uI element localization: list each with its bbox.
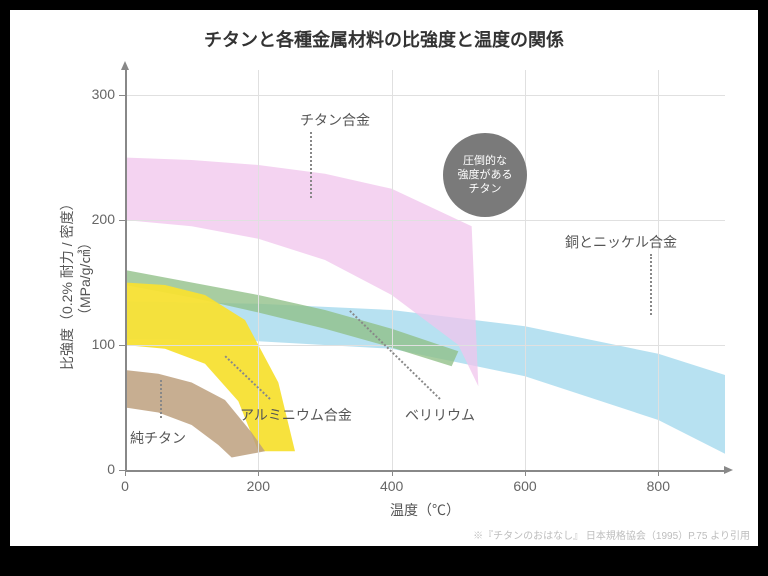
- x-axis: [125, 470, 725, 472]
- y-axis-label-line1: 比強度（0.2% 耐力 / 密度）: [57, 197, 77, 370]
- grid-line: [392, 70, 393, 470]
- grid-line: [125, 95, 725, 96]
- x-tick: [392, 470, 393, 476]
- x-tick-label: 400: [367, 478, 417, 494]
- x-tick: [258, 470, 259, 476]
- series-label-titanium_alloy: チタン合金: [300, 110, 370, 130]
- series-label-pure_titanium: 純チタン: [130, 428, 186, 448]
- leader-line: [650, 254, 652, 315]
- y-tick: [119, 220, 125, 221]
- callout-bubble: 圧倒的な強度があるチタン: [443, 133, 527, 217]
- x-tick-label: 600: [500, 478, 550, 494]
- x-tick-label: 800: [633, 478, 683, 494]
- x-axis-arrow-icon: [724, 466, 733, 474]
- source-citation: ※『チタンのおはなし』 日本規格協会（1995）P.75 より引用: [473, 527, 750, 542]
- page: チタンと各種金属材料の比強度と温度の関係 0200400600800010020…: [10, 10, 758, 546]
- y-tick-label: 100: [75, 336, 115, 352]
- x-tick: [125, 470, 126, 476]
- y-tick-label: 200: [75, 211, 115, 227]
- x-tick: [525, 470, 526, 476]
- y-tick: [119, 470, 125, 471]
- y-axis-label-line2: （MPa/g/㎤）: [75, 236, 95, 322]
- x-tick-label: 0: [100, 478, 150, 494]
- series-label-copper_nickel: 銅とニッケル合金: [565, 232, 677, 252]
- y-tick: [119, 95, 125, 96]
- series-label-beryllium: ベリリウム: [405, 405, 475, 425]
- x-tick: [658, 470, 659, 476]
- grid-line: [125, 345, 725, 346]
- y-tick: [119, 345, 125, 346]
- chart-title: チタンと各種金属材料の比強度と温度の関係: [10, 26, 758, 52]
- x-axis-label: 温度（℃）: [365, 500, 485, 520]
- y-tick-label: 300: [75, 86, 115, 102]
- y-tick-label: 0: [75, 461, 115, 477]
- x-tick-label: 200: [233, 478, 283, 494]
- grid-line: [658, 70, 659, 470]
- leader-line: [310, 132, 312, 198]
- grid-line: [525, 70, 526, 470]
- series-label-aluminum_alloy: アルミニウム合金: [240, 405, 352, 425]
- chart-plot-area: 02004006008000100200300温度（℃）比強度（0.2% 耐力 …: [125, 70, 725, 470]
- y-axis-arrow-icon: [121, 61, 129, 70]
- grid-line: [125, 220, 725, 221]
- leader-line: [160, 380, 162, 418]
- y-axis: [125, 70, 127, 470]
